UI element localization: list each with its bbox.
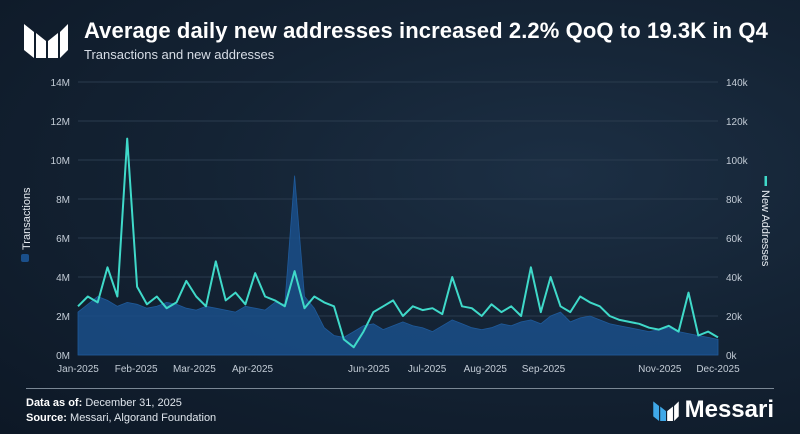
messari-logo-icon [24, 24, 68, 58]
x-tick-label: Jun-2025 [348, 364, 390, 375]
x-tick-label: Sep-2025 [522, 364, 566, 375]
data-as-of-value: December 31, 2025 [85, 397, 182, 409]
y-right-tick-label: 100k [726, 156, 749, 167]
y-right-tick-label: 60k [726, 234, 743, 245]
y-left-axis-label: Transactions [21, 187, 33, 250]
new-addresses-line [77, 137, 719, 349]
y-right-tick-label: 20k [726, 312, 743, 323]
y-left-tick-label: 2M [56, 312, 70, 323]
y-right-axis-title: New Addresses [759, 176, 771, 267]
data-as-of: Data as of: December 31, 2025 [26, 397, 182, 409]
y-right-tick-label: 40k [726, 273, 743, 284]
chart-title: Average daily new addresses increased 2.… [84, 18, 768, 43]
data-as-of-label: Data as of: [26, 397, 83, 409]
y-right-tick-label: 120k [726, 117, 749, 128]
y-right-tick-label: 140k [726, 78, 749, 89]
chart: 0M 0k 2M 20k 4M 40k 6M 60k 8M 80k 10M 100k 12M 120k 14… [21, 78, 771, 375]
brand-name: Messari [684, 396, 774, 423]
x-tick-label: Mar-2025 [173, 364, 216, 375]
y-left-tick-label: 4M [56, 273, 70, 284]
x-tick-label: Jul-2025 [408, 364, 447, 375]
y-left-tick-label: 10M [51, 156, 70, 167]
x-tick-label: Dec-2025 [696, 364, 740, 375]
new-addresses-legend-swatch [764, 176, 767, 186]
y-right-tick-label: 80k [726, 195, 743, 206]
x-tick-label: Nov-2025 [638, 364, 682, 375]
transactions-legend-swatch [21, 254, 29, 262]
brand: Messari [652, 396, 774, 424]
messari-brand-icon [652, 401, 679, 421]
y-right-tick-label: 0k [726, 351, 738, 362]
transactions-area [77, 175, 719, 356]
footer-divider [26, 388, 774, 389]
y-left-tick-label: 12M [51, 117, 70, 128]
y-left-tick-label: 0M [56, 351, 70, 362]
source-value: Messari, Algorand Foundation [70, 412, 217, 424]
x-tick-label: Jan-2025 [57, 364, 99, 375]
x-tick-label: Apr-2025 [232, 364, 274, 375]
source-line: Source: Messari, Algorand Foundation [26, 412, 216, 424]
y-left-tick-label: 6M [56, 234, 70, 245]
source-label: Source: [26, 412, 67, 424]
x-tick-label: Feb-2025 [115, 364, 158, 375]
y-left-tick-label: 14M [51, 78, 70, 89]
chart-subtitle: Transactions and new addresses [84, 47, 275, 62]
y-left-tick-label: 8M [56, 195, 70, 206]
y-right-axis-label: New Addresses [759, 190, 771, 267]
y-left-axis-title: Transactions [21, 187, 33, 262]
x-tick-label: Aug-2025 [464, 364, 508, 375]
